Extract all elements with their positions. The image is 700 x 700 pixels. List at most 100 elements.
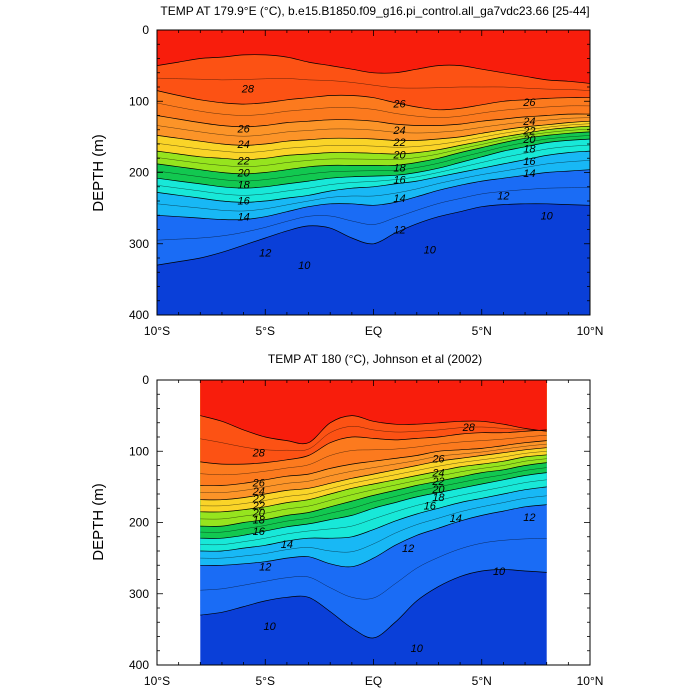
contour-label: 26 bbox=[236, 123, 250, 135]
y-tick-label: 0 bbox=[142, 373, 149, 387]
contour-label: 24 bbox=[252, 486, 265, 498]
contour-line-minor bbox=[156, 160, 591, 212]
contour-line-minor bbox=[156, 77, 591, 91]
y-tick-label: 400 bbox=[129, 308, 149, 322]
contour-label: 20 bbox=[236, 168, 250, 180]
contour-band-28 bbox=[200, 380, 547, 444]
contour-line-minor bbox=[200, 538, 547, 600]
contour-label: 16 bbox=[253, 526, 266, 538]
contour-label: 12 bbox=[259, 247, 271, 259]
contour-label: 16 bbox=[523, 156, 536, 168]
contour-line-minor bbox=[156, 128, 591, 168]
top-panel-axes: 10°S 5°S EQ 5°N 10°N 0 100 200 300 400 bbox=[129, 23, 603, 338]
contour-line-14 bbox=[200, 486, 547, 552]
contour-line-14 bbox=[156, 150, 591, 203]
contour-line-16 bbox=[156, 138, 591, 189]
contour-label: 18 bbox=[393, 163, 406, 175]
bottom-panel-y-axis-label: DEPTH (m) bbox=[90, 483, 107, 561]
contour-line-28 bbox=[156, 54, 591, 84]
contour-label: 22 bbox=[252, 493, 265, 505]
contour-label: 12 bbox=[259, 562, 271, 574]
top-panel-filled-contours bbox=[157, 30, 590, 315]
contour-line-minor bbox=[200, 467, 547, 533]
y-tick-label: 300 bbox=[129, 237, 149, 251]
contour-line-16 bbox=[200, 472, 547, 539]
contour-line-20 bbox=[200, 454, 547, 513]
y-tick-label: 100 bbox=[129, 94, 149, 108]
x-tick-label: 5°N bbox=[472, 324, 492, 338]
contour-label: 18 bbox=[237, 180, 250, 192]
top-panel-y-axis-label: DEPTH (m) bbox=[90, 134, 107, 212]
contour-label: 24 bbox=[392, 125, 405, 137]
y-tick-label: 100 bbox=[129, 444, 149, 458]
contour-band-28 bbox=[157, 30, 590, 84]
contour-label: 20 bbox=[522, 134, 536, 146]
contour-label: 10 bbox=[541, 210, 554, 222]
contour-line-minor bbox=[200, 479, 547, 546]
contour-label: 10 bbox=[411, 643, 424, 655]
bottom-panel-title: TEMP AT 180 (°C), Johnson et al (2002) bbox=[268, 352, 482, 366]
contour-label: 16 bbox=[424, 500, 437, 512]
contour-label: 22 bbox=[392, 137, 405, 149]
contour-label: 22 bbox=[431, 476, 444, 488]
contour-label: 10 bbox=[493, 566, 506, 578]
bottom-panel-contour-lines bbox=[200, 415, 547, 639]
y-tick-label: 0 bbox=[142, 23, 149, 37]
contour-line-12 bbox=[156, 169, 591, 221]
x-tick-label: EQ bbox=[365, 324, 382, 338]
bottom-panel: TEMP AT 180 (°C), Johnson et al (2002) D… bbox=[90, 352, 603, 688]
x-tick-label: EQ bbox=[365, 674, 382, 688]
contour-label: 24 bbox=[431, 468, 444, 480]
contour-label: 18 bbox=[253, 515, 266, 527]
contour-label: 28 bbox=[241, 83, 255, 95]
y-tick-label: 300 bbox=[129, 587, 149, 601]
contour-line-minor bbox=[200, 434, 547, 476]
y-tick-label: 400 bbox=[129, 658, 149, 672]
contour-label: 14 bbox=[393, 193, 405, 205]
contour-line-18 bbox=[156, 131, 591, 175]
contour-label: 22 bbox=[236, 155, 249, 167]
contour-line-24 bbox=[200, 440, 547, 486]
x-tick-label: 5°N bbox=[472, 674, 492, 688]
contour-line-24 bbox=[156, 113, 591, 128]
contour-label: 20 bbox=[431, 484, 445, 496]
contour-label: 12 bbox=[497, 190, 509, 202]
contour-line-20 bbox=[156, 125, 591, 161]
contour-label: 18 bbox=[523, 143, 536, 155]
bottom-panel-contour-labels: 2828262624242222222020181816161414121212… bbox=[252, 422, 536, 655]
top-panel-contour-lines bbox=[156, 54, 591, 266]
bottom-panel-axes: 10°S 5°S EQ 5°N 10°N 0 100 200 300 400 bbox=[129, 373, 603, 688]
contour-label: 26 bbox=[252, 478, 266, 490]
x-tick-label: 5°S bbox=[256, 324, 275, 338]
contour-label: 12 bbox=[393, 225, 405, 237]
top-panel-title: TEMP AT 179.9°E (°C), b.e15.B1850.f09_g1… bbox=[160, 4, 589, 18]
contour-line-10 bbox=[200, 569, 547, 639]
contour-label: 28 bbox=[462, 422, 476, 434]
contour-line-22 bbox=[200, 447, 547, 501]
contour-label: 22 bbox=[522, 125, 535, 137]
x-tick-label: 10°S bbox=[144, 324, 170, 338]
contour-label: 14 bbox=[450, 513, 462, 525]
contour-label: 24 bbox=[522, 116, 535, 128]
x-tick-label: 10°S bbox=[144, 674, 170, 688]
contour-line-minor bbox=[156, 102, 591, 118]
contour-line-28 bbox=[200, 415, 547, 445]
contour-line-minor bbox=[200, 458, 547, 520]
contour-label: 12 bbox=[523, 512, 535, 524]
x-tick-label: 5°S bbox=[256, 674, 275, 688]
contour-label: 26 bbox=[431, 453, 445, 465]
contour-line-minor bbox=[200, 443, 547, 493]
contour-label: 10 bbox=[298, 260, 311, 272]
contour-line-18 bbox=[200, 462, 547, 527]
contour-line-minor bbox=[200, 426, 547, 451]
contour-label: 24 bbox=[236, 139, 249, 151]
x-tick-label: 10°N bbox=[577, 324, 604, 338]
contour-label: 20 bbox=[252, 508, 266, 520]
contour-label: 26 bbox=[392, 98, 406, 110]
contour-line-minor bbox=[200, 451, 547, 507]
contour-line-minor bbox=[156, 117, 591, 137]
contour-label: 28 bbox=[252, 448, 266, 460]
y-tick-label: 200 bbox=[129, 166, 149, 180]
contour-line-26 bbox=[156, 90, 591, 111]
contour-line-10 bbox=[156, 203, 591, 266]
